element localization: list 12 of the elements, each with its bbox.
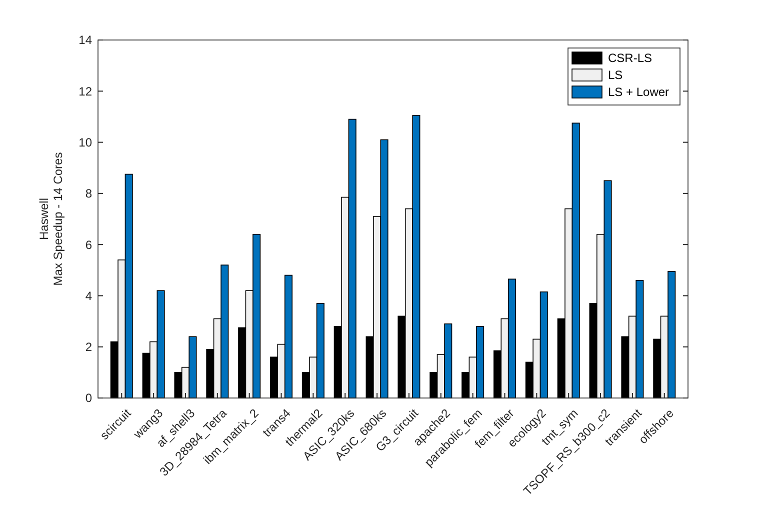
y-tick-label: 12 [78, 84, 92, 98]
y-tick-label: 4 [85, 288, 92, 303]
y-tick-label: 0 [85, 391, 92, 406]
legend-label: LS + Lower [608, 85, 670, 100]
y-axis-title: Haswell Max Speedup - 14 Cores [37, 152, 65, 286]
legend-label: CSR-LS [608, 51, 652, 66]
legend-label: LS [608, 68, 623, 82]
y-tick-label: 2 [85, 340, 92, 354]
y-tick-label: 14 [78, 33, 92, 48]
y-tick-label: 6 [85, 238, 92, 252]
y-tick-label: 10 [78, 135, 92, 150]
y-tick-label: 8 [85, 186, 92, 201]
